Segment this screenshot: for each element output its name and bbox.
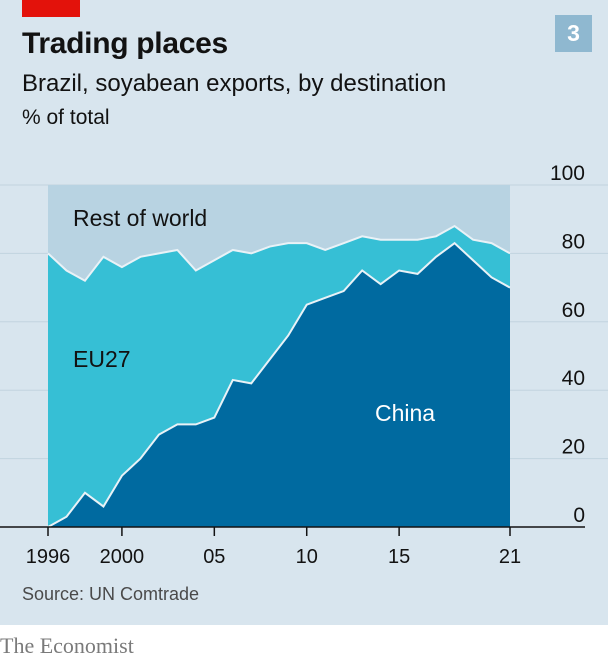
y-tick-label-80: 80 xyxy=(562,230,585,253)
china-area xyxy=(48,243,510,527)
chart-number-badge: 3 xyxy=(555,15,592,52)
y-tick-label-0: 0 xyxy=(573,504,585,527)
x-tick-label-2000: 2000 xyxy=(100,546,145,568)
region-labels: Rest of world EU27 China xyxy=(73,205,435,426)
x-tick-label-1996: 1996 xyxy=(26,546,71,568)
series-separators xyxy=(47,224,511,528)
chart-units: % of total xyxy=(22,106,110,129)
economist-logo: The Economist xyxy=(0,633,134,658)
brand-red-tag xyxy=(22,0,80,17)
x-tick-label-10: 10 xyxy=(296,546,318,568)
area-series xyxy=(48,185,510,528)
y-tick-label-40: 40 xyxy=(562,367,585,390)
y-tick-label-100: 100 xyxy=(550,162,585,185)
chart-subtitle: Brazil, soyabean exports, by destination xyxy=(22,70,447,97)
axes: 0 20 40 60 80 100 1996 2000 05 10 15 21 xyxy=(0,162,585,568)
stacked-area-chart: 0 20 40 60 80 100 1996 2000 05 10 15 21 Rest of wor… xyxy=(0,162,608,568)
chart-title: Trading places xyxy=(22,27,228,60)
y-tick-label-60: 60 xyxy=(562,299,585,322)
x-tick-label-15: 15 xyxy=(388,546,410,568)
china-top-line xyxy=(47,241,511,528)
source-note: Source: UN Comtrade xyxy=(22,584,200,604)
eu27-label: EU27 xyxy=(73,346,131,372)
eu27-top-line xyxy=(47,224,511,283)
china-label: China xyxy=(375,400,435,426)
rest-of-world-label: Rest of world xyxy=(73,205,207,231)
x-tick-label-21: 21 xyxy=(499,546,521,568)
y-tick-label-20: 20 xyxy=(562,436,585,459)
x-tick-label-05: 05 xyxy=(203,546,225,568)
